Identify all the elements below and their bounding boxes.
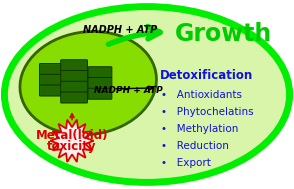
Text: NADPH + ATP: NADPH + ATP	[83, 25, 158, 35]
FancyBboxPatch shape	[88, 77, 112, 88]
Text: •   Antioxidants: • Antioxidants	[161, 90, 242, 99]
Text: •   Reduction: • Reduction	[161, 141, 229, 150]
FancyBboxPatch shape	[61, 81, 87, 92]
Text: •   Methylation: • Methylation	[161, 124, 238, 133]
Text: NADPH + ATP: NADPH + ATP	[93, 86, 162, 95]
FancyArrowPatch shape	[70, 114, 74, 120]
Text: Metal(loid): Metal(loid)	[36, 129, 108, 142]
Ellipse shape	[20, 32, 156, 135]
Text: toxicity: toxicity	[47, 140, 97, 153]
FancyArrowPatch shape	[108, 26, 160, 44]
FancyBboxPatch shape	[39, 74, 63, 85]
Polygon shape	[50, 120, 94, 162]
Ellipse shape	[4, 7, 290, 182]
FancyBboxPatch shape	[88, 88, 112, 99]
Text: •   Export: • Export	[161, 158, 211, 167]
Text: Growth: Growth	[175, 22, 272, 46]
FancyBboxPatch shape	[88, 67, 112, 78]
FancyBboxPatch shape	[61, 70, 87, 81]
FancyArrowPatch shape	[116, 86, 153, 90]
Text: •   Phytochelatins: • Phytochelatins	[161, 107, 254, 116]
FancyBboxPatch shape	[39, 64, 63, 74]
FancyBboxPatch shape	[61, 60, 87, 71]
Text: Detoxification: Detoxification	[160, 69, 253, 82]
FancyBboxPatch shape	[39, 85, 63, 96]
FancyBboxPatch shape	[61, 92, 87, 103]
